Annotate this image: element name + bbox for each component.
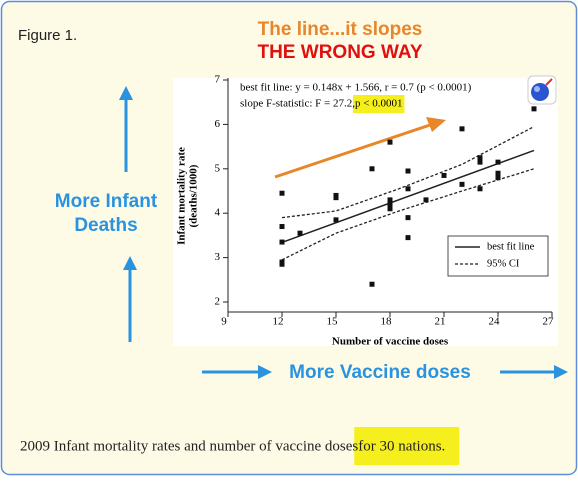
y-tick-label: 5 xyxy=(215,162,221,174)
y-direction-label: Deaths xyxy=(74,215,137,236)
point xyxy=(441,172,447,178)
legend-box xyxy=(447,235,549,277)
x-tick-label: 24 xyxy=(489,316,501,328)
point xyxy=(531,106,537,112)
y-axis-label: Infant mortality rate xyxy=(176,147,188,245)
x-tick-label: 15 xyxy=(327,316,339,328)
highlight xyxy=(352,95,405,113)
point xyxy=(459,181,465,187)
x-tick-label: 21 xyxy=(435,316,446,328)
fit-line xyxy=(281,149,535,244)
point xyxy=(369,166,375,172)
y-axis-label: (deaths/1000) xyxy=(188,164,200,227)
point xyxy=(279,224,285,230)
point xyxy=(495,175,501,181)
point xyxy=(333,195,339,201)
point xyxy=(495,159,501,165)
y-direction-label: More Infant xyxy=(55,191,158,212)
headline: The line...it slopes xyxy=(258,19,423,40)
point xyxy=(387,139,393,145)
point xyxy=(387,197,393,203)
point xyxy=(405,215,411,221)
point xyxy=(387,206,393,212)
y-tick-label: 2 xyxy=(215,296,221,308)
icon xyxy=(527,75,557,105)
ci-curve xyxy=(281,126,535,219)
ci-curve xyxy=(281,168,535,261)
point xyxy=(387,201,393,207)
point xyxy=(477,159,483,165)
point xyxy=(495,170,501,176)
x-tick-label: 12 xyxy=(273,316,284,328)
y-tick-label: 4 xyxy=(215,207,221,219)
point xyxy=(477,155,483,161)
point xyxy=(405,235,411,241)
point xyxy=(459,126,465,132)
annotation: best fit line: y = 0.148x + 1.566, r = 0… xyxy=(240,82,472,94)
caption: 2009 Infant mortality rates and number o… xyxy=(20,438,358,454)
point xyxy=(423,197,429,203)
figure-label: Figure 1. xyxy=(18,27,77,44)
direction-arrows xyxy=(119,86,568,379)
x-tick-label: 9 xyxy=(221,316,227,328)
point xyxy=(369,281,375,287)
x-tick-label: 27 xyxy=(543,316,555,328)
legend-label: 95% CI xyxy=(487,258,520,269)
point xyxy=(405,168,411,174)
y-tick-label: 7 xyxy=(215,74,221,86)
headline-emphasis: THE WRONG WAY xyxy=(257,42,422,63)
orange-arrow xyxy=(274,117,446,179)
x-direction-label: More Vaccine doses xyxy=(289,362,471,383)
legend-label: best fit line xyxy=(487,241,535,252)
point xyxy=(279,239,285,245)
point xyxy=(279,190,285,196)
point xyxy=(405,186,411,192)
y-tick-label: 6 xyxy=(215,118,221,130)
point xyxy=(297,230,303,236)
point xyxy=(279,261,285,267)
x-axis-label: Number of vaccine doses xyxy=(332,336,449,348)
annotation: slope F-statistic: F = 27.2, xyxy=(240,98,355,110)
caption-highlighted: for 30 nations. xyxy=(358,438,445,454)
annotation-highlighted: p < 0.0001 xyxy=(355,98,402,110)
x-tick-label: 18 xyxy=(381,316,393,328)
y-tick-label: 3 xyxy=(215,251,221,263)
caption-highlight xyxy=(354,427,460,465)
point xyxy=(477,186,483,192)
point xyxy=(333,217,339,223)
